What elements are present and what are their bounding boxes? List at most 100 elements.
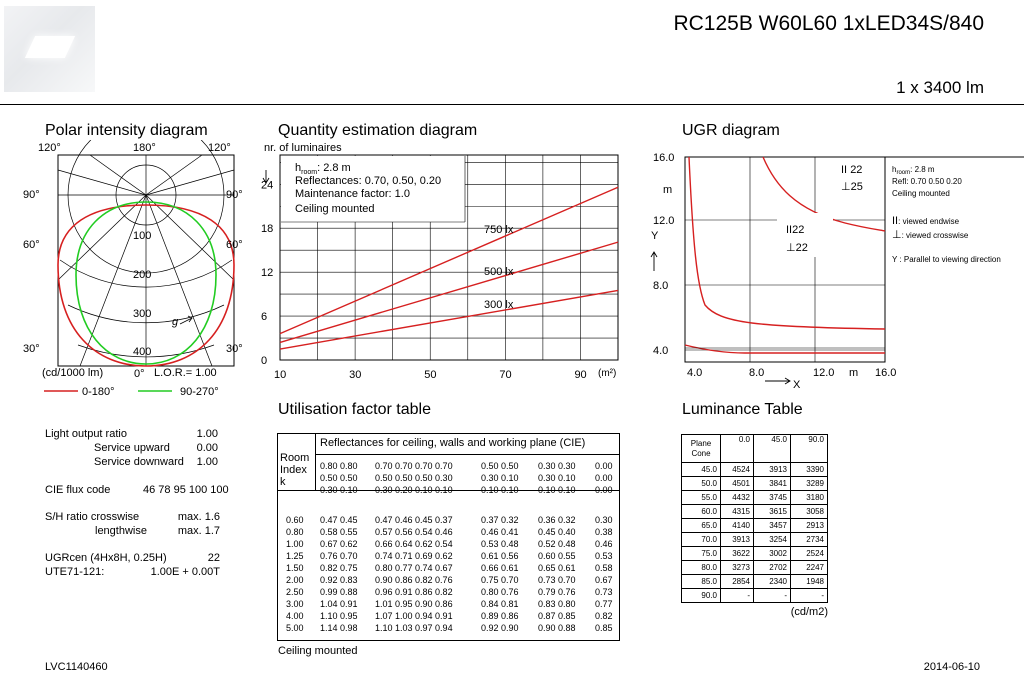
- svg-text:Ceiling mounted: Ceiling mounted: [892, 189, 950, 198]
- ring-label: 400: [133, 346, 151, 358]
- luminance-cell: 45.0: [681, 462, 721, 477]
- quantity-info: hroom: 2.8 m Reflectances: 0.70, 0.50, 0…: [295, 162, 441, 215]
- uf-cell: 3.00: [286, 599, 304, 609]
- angle-label: 120°: [208, 142, 231, 154]
- x-tick-label: 50: [424, 369, 436, 381]
- luminance-cell: -: [753, 588, 791, 603]
- series-line-300-lx: [279, 289, 619, 350]
- uf-refl-g2: 0.70 0.70 0.70 0.70 0.50 0.50 0.50 0.30 0.…: [375, 461, 453, 495]
- luminance-cell: 2524: [790, 546, 828, 561]
- quantity-info-bg: [281, 156, 465, 222]
- uf-col-k: 0.60 0.80 1.00 1.25 1.50 2.00 2.50 3.00 4.00 5.00: [286, 514, 304, 634]
- luminance-cell: 3745: [753, 490, 791, 505]
- uf-cell: 0.60: [286, 515, 304, 525]
- endwise-icon: II: [841, 164, 847, 176]
- uf-cell: 0.79 0.76: [538, 587, 576, 597]
- luminance-cell: 3058: [790, 504, 828, 519]
- crosswise-icon: ⊥: [786, 242, 796, 254]
- luminance-row: 55.0 4432 3745 3180: [681, 490, 828, 505]
- uf-cell: 0.30: [595, 515, 613, 525]
- uf-cell: 0.37 0.32: [481, 515, 519, 525]
- crosswise-icon: ⊥: [892, 229, 902, 241]
- ugr-curves: [684, 156, 886, 354]
- series-label-500: 500 lx: [484, 266, 514, 278]
- y-tick-label: 0: [261, 355, 267, 367]
- uf-cell: 0.82 0.75: [320, 563, 358, 573]
- crosswise-icon: ⊥: [841, 181, 851, 193]
- endwise-icon: II: [786, 224, 792, 236]
- luminance-table-wrap: Plane Cone 0.0 45.0 90.0 45.0 4524 3913 3390…: [681, 434, 828, 618]
- ugr-tick-labels: 16.0 12.0 8.0 4.0 m 4.0 8.0 12.0 m 16.0 …: [651, 152, 896, 391]
- svg-text:hroom: 2.8 m: hroom: 2.8 m: [892, 165, 935, 176]
- luminance-row: 85.0 2854 2340 1948: [681, 574, 828, 589]
- luminance-cell: 3180: [790, 490, 828, 505]
- uf-cell: 2.50: [286, 587, 304, 597]
- luminance-cell: 2913: [790, 518, 828, 533]
- luminance-cell: 3913: [720, 532, 754, 547]
- uf-cell: 0.61 0.56: [481, 551, 519, 561]
- svg-text:Refl: 0.70 0.50 0.20: Refl: 0.70 0.50 0.20: [892, 177, 962, 186]
- uf-cell: 0.75 0.70: [481, 575, 519, 585]
- luminance-cell: 4524: [720, 462, 754, 477]
- legend-label-0-180: 0-180°: [82, 386, 115, 398]
- uf-footer: Ceiling mounted: [278, 645, 358, 657]
- quantity-info-line: Reflectances: 0.70, 0.50, 0.20: [295, 175, 441, 187]
- doc-code: LVC1140460: [45, 661, 108, 673]
- uf-cell: 0.46 0.41: [481, 527, 519, 537]
- angle-label: 90°: [226, 189, 243, 201]
- luminance-row: 70.0 3913 3254 2734: [681, 532, 828, 547]
- luminance-cell: 90.0: [681, 588, 721, 603]
- uf-cell: 0.99 0.88: [320, 587, 358, 597]
- luminance-cell: 2247: [790, 560, 828, 575]
- endwise-icon: II: [892, 215, 898, 227]
- uf-cell: 0.57 0.56 0.54 0.46: [375, 527, 453, 537]
- svg-text:II 22: II 22: [841, 164, 862, 176]
- uf-cell: 0.73 0.70: [538, 575, 576, 585]
- uf-cell: 0.84 0.81: [481, 599, 519, 609]
- ugr-legend: hroom: 2.8 m Refl: 0.70 0.50 0.20 Ceilin…: [892, 165, 1001, 264]
- luminance-cell: -: [720, 588, 754, 603]
- luminance-cell: 4432: [720, 490, 754, 505]
- product-thumbnail: [4, 6, 95, 92]
- series-line-500-lx: [279, 241, 619, 344]
- uf-table: Reflectances for ceiling, walls and work…: [277, 433, 620, 641]
- lumen-output: 1 x 3400 lm: [896, 78, 984, 97]
- uf-header: Reflectances for ceiling, walls and work…: [320, 437, 586, 449]
- angle-label: 30°: [226, 343, 243, 355]
- uf-cell: 0.53: [595, 551, 613, 561]
- uf-col-g3: 0.37 0.32 0.46 0.41 0.53 0.48 0.61 0.56 0.66…: [481, 514, 519, 634]
- uf-refl-g3: 0.50 0.50 0.30 0.10 0.10 0.10: [481, 461, 519, 495]
- luminance-cell: 60.0: [681, 504, 721, 519]
- uf-cell: 4.00: [286, 611, 304, 621]
- legend-label-90-270: 90-270°: [180, 386, 219, 398]
- ring-label: 300: [133, 308, 151, 320]
- svg-text:12.0: 12.0: [813, 367, 834, 379]
- luminance-row: 75.0 3622 3002 2524: [681, 546, 828, 561]
- polar-unit: (cd/1000 lm): [42, 367, 103, 379]
- uf-cell: 0.45 0.40: [538, 527, 576, 537]
- ugr-diagram: 16.0 12.0 8.0 4.0 m 4.0 8.0 12.0 m 16.0 …: [650, 152, 1024, 391]
- ring-label: 100: [133, 230, 151, 242]
- uf-refl-g4: 0.30 0.30 0.30 0.10 0.10 0.10: [538, 461, 576, 495]
- uf-cell: 2.00: [286, 575, 304, 585]
- luminance-cell: 80.0: [681, 560, 721, 575]
- uf-cell: 0.77: [595, 599, 613, 609]
- luminance-cell: 3622: [720, 546, 754, 561]
- uf-cell: 0.47 0.46 0.45 0.37: [375, 515, 453, 525]
- polar-curve-90-270: [75, 201, 217, 365]
- angle-label: 30°: [23, 343, 40, 355]
- svg-text:Y: Y: [651, 230, 659, 242]
- quantity-ylabel: nr. of luminaires: [264, 142, 342, 154]
- uf-cell: 1.01 0.95 0.90 0.86: [375, 599, 453, 609]
- uf-cell: 0.83 0.80: [538, 599, 576, 609]
- svg-text:m: m: [849, 367, 858, 379]
- luminance-cell: 75.0: [681, 546, 721, 561]
- polar-diagram: 120° 180° 120° 90° 90° 60° 60° 30° 30° 0…: [23, 140, 243, 398]
- uf-cell: 0.85: [595, 623, 613, 633]
- angle-label: 120°: [38, 142, 61, 154]
- quantity-diagram: nr. of luminaires hroom: 2.8 m Reflectan…: [261, 142, 619, 381]
- svg-text:16.0: 16.0: [875, 367, 896, 379]
- uf-cell: 0.76 0.70: [320, 551, 358, 561]
- polar-labels: 120° 180° 120° 90° 90° 60° 60° 30° 30° 0…: [23, 142, 243, 380]
- luminance-cell: 4501: [720, 476, 754, 491]
